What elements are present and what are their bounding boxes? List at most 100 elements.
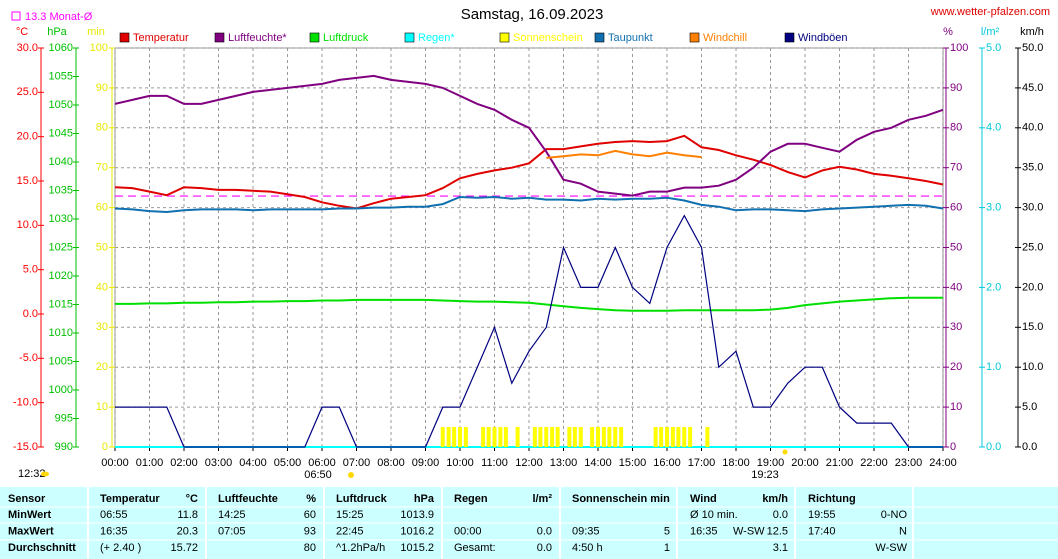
sun-bar — [590, 427, 595, 447]
table-cell: 93 — [304, 525, 316, 537]
y-tick-label: 1045 — [49, 127, 73, 139]
x-tick-label: 06:00 — [308, 457, 336, 469]
legend-swatch — [594, 32, 605, 43]
y-tick-label: 70 — [950, 162, 962, 174]
sun-bar — [688, 427, 693, 447]
table-cell: Ø 10 min. — [690, 509, 738, 521]
y-tick-label: 1010 — [49, 327, 73, 339]
sun-bar — [440, 427, 445, 447]
table-header: Temperatur — [100, 493, 160, 505]
y-tick-label: 0.0 — [986, 441, 1001, 453]
table-header: l/m² — [532, 493, 552, 505]
x-tick-label: 08:00 — [377, 457, 405, 469]
x-tick-label: 02:00 — [170, 457, 198, 469]
legend-label: Temperatur — [133, 32, 189, 44]
table-header: Regen — [454, 493, 488, 505]
y-tick-label: -10.0 — [13, 397, 38, 409]
y-tick-label: 30.0 — [1022, 202, 1043, 214]
table-cell: 1016.2 — [400, 525, 434, 537]
sun-bar — [498, 427, 503, 447]
sun-bar — [567, 427, 572, 447]
sun-bar — [503, 427, 508, 447]
y-tick-label: 0.0 — [23, 308, 38, 320]
sunset: 19:23 — [751, 469, 779, 481]
sun-bar — [486, 427, 491, 447]
y-tick-label: 0.0 — [1022, 441, 1037, 453]
table-cell: 80 — [304, 542, 316, 554]
y-tick-label: 1015 — [49, 298, 73, 310]
y-tick-label: 20.0 — [1022, 281, 1043, 293]
y-tick-label: 80 — [950, 122, 962, 134]
table-cell: (+ 2.40 ) — [100, 542, 141, 554]
sun-bar — [544, 427, 549, 447]
summary-table: Sensor Temperatur °C Luftfeuchte% Luftdruck h… — [0, 487, 1058, 559]
table-header: km/h — [762, 493, 788, 505]
table-cell: 0.0 — [537, 542, 552, 554]
sun-bar — [463, 427, 468, 447]
y-tick-label: 40.0 — [1022, 122, 1043, 134]
y-tick-label: 10.0 — [1022, 361, 1043, 373]
row-label: Durchschnitt — [8, 542, 76, 554]
legend-label: Luftfeuchte* — [228, 32, 287, 44]
sun-bar — [619, 427, 624, 447]
y-tick-label: 100 — [950, 42, 968, 54]
y-tick-label: 10 — [96, 401, 108, 413]
x-tick-label: 19:00 — [757, 457, 785, 469]
series-line — [114, 195, 944, 214]
table-cell: 0-NO — [881, 509, 908, 521]
sun-bar — [446, 427, 451, 447]
table-header: Sonnenschein min — [572, 493, 670, 505]
sun-bar — [515, 427, 520, 447]
axis-unit: km/h — [1020, 26, 1044, 38]
row-label: MaxWert — [8, 525, 54, 537]
x-tick-label: 22:00 — [860, 457, 888, 469]
y-tick-label: 50 — [950, 241, 962, 253]
table-cell: 14:25 — [218, 509, 246, 521]
x-tick-label: 00:00 — [101, 457, 129, 469]
y-tick-label: 10.0 — [17, 219, 38, 231]
corner-time: 12:32 — [18, 468, 46, 480]
table-cell: 06:55 — [100, 509, 128, 521]
sun-bar — [670, 427, 675, 447]
y-tick-label: 20 — [96, 361, 108, 373]
x-tick-label: 13:00 — [550, 457, 578, 469]
table-cell: N — [899, 525, 907, 537]
y-tick-label: 25.0 — [17, 86, 38, 98]
sun-bar — [682, 427, 687, 447]
y-tick-label: 90 — [96, 82, 108, 94]
table-cell: 09:35 — [572, 525, 600, 537]
table-cell: ^1.2hPa/h — [336, 542, 385, 554]
sun-bar — [572, 427, 577, 447]
table-cell: 0.0 — [773, 509, 788, 521]
legend-label: Sonnenschein — [513, 32, 583, 44]
y-tick-label: 60 — [950, 202, 962, 214]
row-label: MinWert — [8, 509, 52, 521]
table-cell: 3.1 — [773, 542, 788, 554]
series-line — [546, 149, 702, 159]
y-tick-label: 50.0 — [1022, 42, 1043, 54]
table-cell: 17:40 — [808, 525, 836, 537]
y-tick-label: 15.0 — [17, 175, 38, 187]
table-header: Richtung — [808, 493, 856, 505]
table-header: Luftdruck — [336, 493, 388, 505]
y-tick-label: 30 — [96, 321, 108, 333]
x-tick-label: 11:00 — [481, 457, 508, 469]
sun-bar — [607, 427, 612, 447]
x-tick-label: 04:00 — [239, 457, 267, 469]
legend-label: Taupunkt — [608, 32, 653, 44]
table-cell: Gesamt: — [454, 542, 496, 554]
sun-bar — [492, 427, 497, 447]
y-tick-label: 1000 — [49, 384, 73, 396]
legend-swatch — [784, 32, 795, 43]
x-tick-label: 20:00 — [791, 457, 819, 469]
x-tick-label: 24:00 — [929, 457, 957, 469]
legend-swatch — [404, 32, 415, 43]
y-tick-label: 3.0 — [986, 202, 1001, 214]
x-tick-label: 18:00 — [722, 457, 750, 469]
sun-bar — [665, 427, 669, 447]
legend-label: Regen* — [418, 32, 455, 44]
x-tick-label: 10:00 — [446, 457, 474, 469]
y-tick-label: 35.0 — [1022, 162, 1043, 174]
x-tick-label: 17:00 — [688, 457, 716, 469]
y-tick-label: 100 — [90, 42, 108, 54]
